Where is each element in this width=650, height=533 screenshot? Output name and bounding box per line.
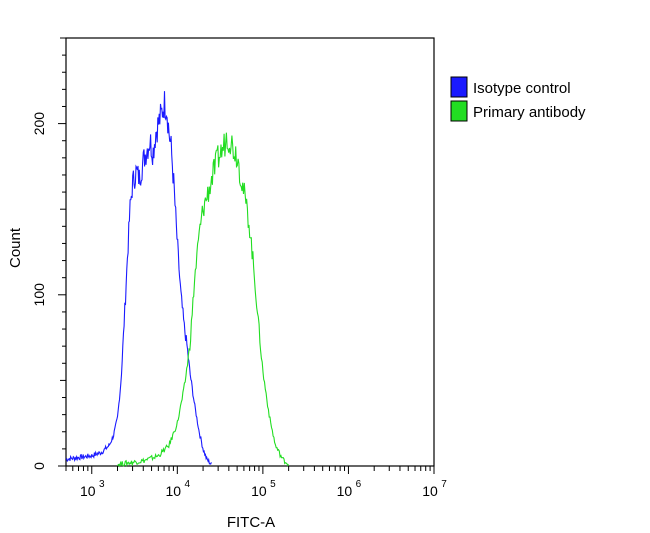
y-axis: 0 100 200 (31, 37, 66, 470)
legend: Isotype control Primary antibody (450, 76, 586, 122)
legend-swatch (450, 76, 468, 98)
y-axis-title: Count (7, 227, 24, 268)
curves (65, 91, 290, 468)
x-tick-exponent: 6 (356, 479, 362, 490)
plot-frame (65, 37, 435, 467)
x-tick-exponent: 7 (441, 479, 447, 490)
x-tick-label: 10 (166, 483, 182, 499)
y-tick-label: 100 (31, 283, 47, 307)
x-tick-exponent: 5 (270, 479, 276, 490)
x-tick-exponent: 3 (99, 479, 105, 490)
y-tick-label: 0 (31, 462, 47, 470)
x-axis-title: FITC-A (227, 514, 275, 531)
legend-label: Primary antibody (473, 104, 586, 121)
x-tick-exponent: 4 (185, 479, 191, 490)
series-line-isotype-control (65, 91, 212, 465)
x-tick-label: 10 (422, 483, 438, 499)
x-tick-label: 10 (251, 483, 267, 499)
x-axis: 10 3 10 4 10 5 10 6 10 7 (65, 466, 447, 499)
x-tick-label: 10 (337, 483, 353, 499)
legend-swatch (450, 100, 468, 122)
legend-label: Isotype control (473, 80, 571, 97)
x-tick-label: 10 (80, 483, 96, 499)
series-line-primary-antibody (117, 132, 290, 468)
plot-area (65, 37, 435, 467)
y-tick-label: 200 (31, 112, 47, 136)
